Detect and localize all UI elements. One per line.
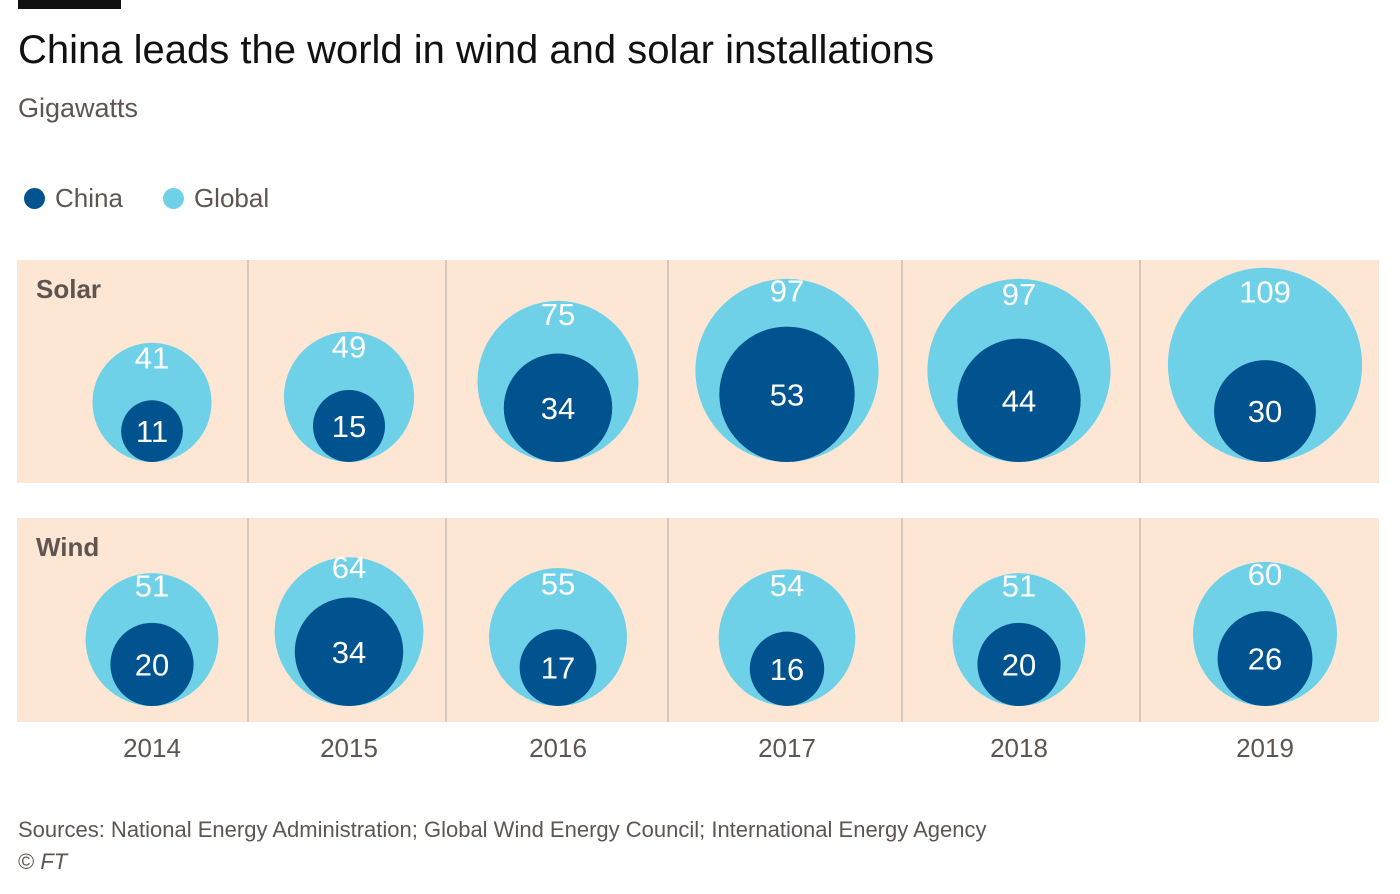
copyright-name: FT: [40, 849, 68, 874]
copyright-symbol: ©: [18, 849, 35, 874]
x-tick-label-2015: 2015: [320, 733, 378, 763]
x-tick-label-2017: 2017: [758, 733, 816, 763]
label-china-wind-2014: 20: [135, 647, 169, 682]
legend-label-china: China: [55, 183, 123, 213]
label-china-solar-2016: 34: [541, 391, 575, 426]
legend-dot-china: [24, 188, 45, 209]
label-global-solar-2014: 41: [135, 340, 169, 375]
label-global-solar-2019: 109: [1239, 275, 1291, 310]
bubble-china-solar-2017: [719, 326, 855, 462]
label-china-wind-2016: 17: [541, 651, 575, 686]
bubble-china-wind-2018: [977, 622, 1061, 706]
copyright-note: © FT: [18, 849, 67, 875]
label-china-solar-2019: 30: [1248, 394, 1282, 429]
label-global-wind-2015: 64: [332, 550, 366, 585]
label-china-solar-2018: 44: [1002, 383, 1036, 418]
bubble-china-wind-2016: [519, 629, 597, 706]
label-china-wind-2017: 16: [770, 652, 804, 687]
label-global-wind-2017: 54: [770, 568, 804, 603]
bubble-china-solar-2015: [312, 389, 386, 462]
bubble-china-wind-2014: [110, 622, 194, 706]
label-global-wind-2018: 51: [1002, 569, 1036, 604]
source-note: Sources: National Energy Administration;…: [18, 817, 987, 842]
label-china-solar-2017: 53: [770, 377, 804, 412]
bubble-china-solar-2019: [1214, 360, 1316, 462]
bubble-china-solar-2016: [503, 353, 613, 462]
panel-label-solar: Solar: [36, 274, 101, 304]
legend: China Global: [24, 183, 309, 214]
legend-item-china: China: [24, 183, 123, 214]
bubble-china-wind-2017: [749, 631, 825, 706]
label-china-wind-2015: 34: [332, 635, 366, 670]
x-tick-label-2014: 2014: [123, 733, 181, 763]
panel-label-wind: Wind: [36, 532, 99, 562]
label-global-solar-2015: 49: [332, 330, 366, 365]
top-accent-bar: [18, 0, 121, 9]
bubble-china-solar-2018: [957, 338, 1081, 463]
label-global-solar-2016: 75: [541, 297, 575, 332]
chart-title: China leads the world in wind and solar …: [18, 28, 935, 72]
label-global-wind-2019: 60: [1248, 557, 1282, 592]
bubble-china-wind-2015: [294, 597, 404, 706]
x-tick-label-2019: 2019: [1236, 733, 1294, 763]
label-global-wind-2014: 51: [135, 569, 169, 604]
x-tick-label-2018: 2018: [990, 733, 1048, 763]
label-china-solar-2014: 11: [136, 414, 168, 449]
chart-subtitle: Gigawatts: [18, 93, 139, 123]
label-china-wind-2018: 20: [1002, 647, 1036, 682]
legend-item-global: Global: [162, 183, 270, 214]
label-china-wind-2019: 26: [1248, 642, 1282, 677]
label-global-solar-2017: 97: [770, 274, 804, 309]
panel-wind: [17, 518, 1379, 722]
label-global-wind-2016: 55: [541, 567, 575, 602]
x-tick-label-2016: 2016: [529, 733, 587, 763]
label-china-solar-2015: 15: [332, 409, 366, 444]
legend-label-global: Global: [193, 183, 270, 213]
bubble-china-wind-2019: [1217, 611, 1313, 706]
legend-dot-global: [162, 188, 184, 209]
label-global-solar-2018: 97: [1002, 277, 1036, 312]
bubble-china-solar-2014: [121, 400, 183, 462]
